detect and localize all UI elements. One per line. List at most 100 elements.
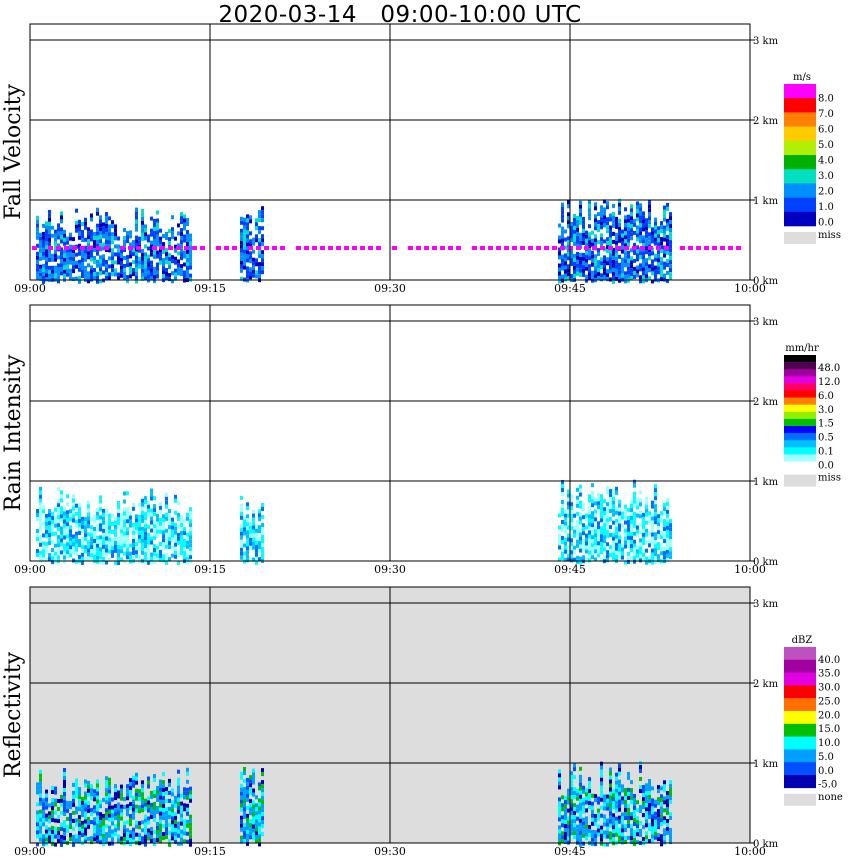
echo-cell [153,250,156,255]
echo-cell [60,810,63,815]
legend-label: 0.0 [818,766,834,777]
echo-cell [99,551,102,556]
echo-cell [54,842,57,847]
echo-cell [654,552,657,557]
echo-cell [570,514,573,519]
echo-cell [624,544,627,549]
echo-cell [126,792,129,797]
echo-cell [153,520,156,525]
echo-cell [57,543,60,548]
echo-cell [654,803,657,808]
echo-cell [624,808,627,812]
echo-cell [588,526,591,531]
echo-cell [189,519,192,524]
echo-cell [558,223,561,228]
echo-cell [144,504,147,509]
echo-cell [663,539,666,544]
echo-cell [141,260,144,265]
echo-cell [573,791,576,796]
echo-cell [123,272,126,276]
echo-cell [99,495,102,500]
echo-cell [81,560,84,565]
echo-cell [666,525,669,530]
echo-cell [585,266,588,271]
echo-cell [153,778,156,782]
echo-cell [57,511,60,516]
echo-cell [96,819,99,824]
echo-cell [156,226,159,231]
echo-cell [78,275,81,280]
echo-cell [111,553,114,558]
echo-cell [135,526,138,531]
echo-cell [240,252,243,257]
echo-cell [579,556,582,561]
echo-cell [96,243,99,248]
echo-cell [651,259,654,264]
echo-cell [165,556,168,561]
echo-cell [63,519,66,524]
echo-cell [564,525,567,530]
echo-cell [666,537,669,542]
echo-cell [36,267,39,272]
echo-cell [582,833,585,838]
velocity-dot [248,246,253,250]
echo-cell [597,549,600,554]
echo-cell [567,252,570,257]
echo-cell [54,241,57,246]
echo-cell [72,542,75,547]
legend-swatch [784,418,816,427]
echo-cell [561,242,564,247]
echo-cell [636,529,639,534]
velocity-dot [184,246,189,250]
echo-cell [141,506,144,511]
echo-cell [576,808,579,813]
echo-cell [645,512,648,517]
echo-cell [99,227,102,232]
echo-cell [633,250,636,255]
echo-cell [150,830,153,835]
echo-cell [45,241,48,246]
echo-cell [87,816,90,821]
echo-cell [570,550,573,555]
echo-cell [639,267,642,272]
legend-label: 8.0 [818,94,834,105]
echo-cell [81,524,84,529]
echo-cell [75,276,78,281]
echo-cell [630,508,633,512]
echo-cell [618,831,621,836]
echo-cell [627,258,630,263]
echo-cell [132,839,135,844]
echo-cell [75,511,78,516]
echo-cell [183,827,186,832]
echo-cell [87,231,90,236]
echo-cell [105,812,108,817]
echo-cell [243,237,246,242]
echo-cell [591,813,594,818]
echo-cell [246,777,249,782]
echo-cell [579,544,582,549]
echo-cell [249,267,252,272]
echo-cell [66,828,69,833]
echo-cell [66,494,69,499]
echo-cell [642,825,645,830]
echo-cell [159,791,162,796]
echo-cell [51,560,54,565]
echo-cell [189,539,192,544]
echo-cell [108,785,111,790]
echo-cell [90,525,93,530]
echo-cell [51,556,54,561]
echo-cell [156,545,159,550]
echo-cell [585,788,588,793]
echo-cell [603,834,606,839]
echo-cell [600,498,603,503]
echo-cell [642,813,645,818]
echo-cell [627,507,630,512]
echo-cell [138,797,141,802]
echo-cell [39,793,42,798]
echo-cell [135,832,138,837]
echo-cell [651,548,654,553]
echo-cell [633,483,636,488]
echo-cell [162,816,165,821]
echo-cell [57,519,60,524]
velocity-dot [696,246,701,250]
